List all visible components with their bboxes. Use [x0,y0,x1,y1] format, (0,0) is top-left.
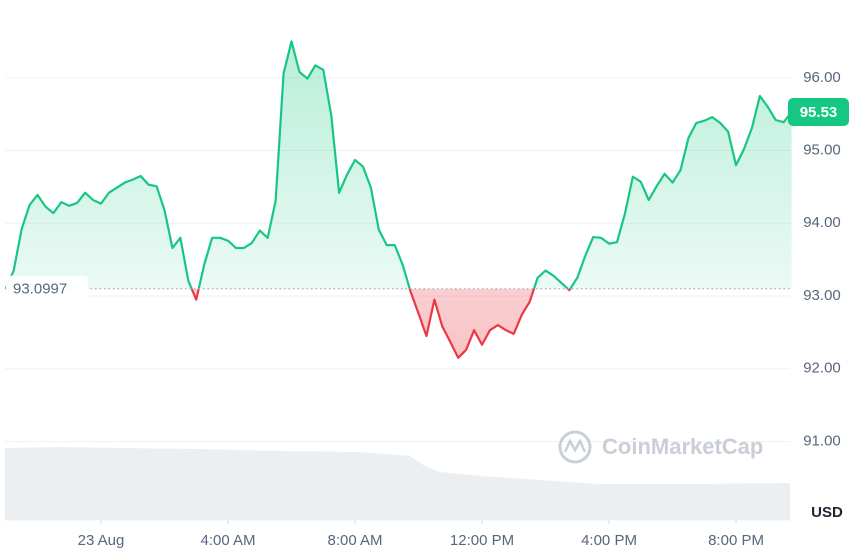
x-tick-label: 8:00 PM [708,532,764,549]
last-price-badge [788,98,849,126]
x-tick-label: 23 Aug [78,532,125,549]
volume-area [5,447,790,520]
watermark-text: CoinMarketCap [602,434,763,459]
plot [4,40,793,359]
x-tick-label: 4:00 AM [200,532,255,549]
x-tick-label: 8:00 AM [327,532,382,549]
y-tick-label: 93.00 [803,287,841,304]
y-axis-unit: USD [811,504,843,521]
y-tick-label: 91.00 [803,432,841,449]
y-tick-label: 94.00 [803,214,841,231]
last-price-label: 95.53 [800,104,838,121]
baseline-label: 93.0997 [13,281,67,298]
overlay: 95.53 93.0997 [5,98,849,300]
area-down [191,288,571,358]
y-tick-label: 95.00 [803,142,841,159]
x-tick-label: 12:00 PM [450,532,514,549]
x-tick-label: 4:00 PM [581,532,637,549]
baseline-label-bg [6,275,88,300]
watermark: CoinMarketCap [558,430,763,464]
area-up [5,41,792,289]
y-tick-label: 92.00 [803,360,841,377]
price-line-up [4,40,793,289]
y-tick-label: 96.00 [803,69,841,86]
